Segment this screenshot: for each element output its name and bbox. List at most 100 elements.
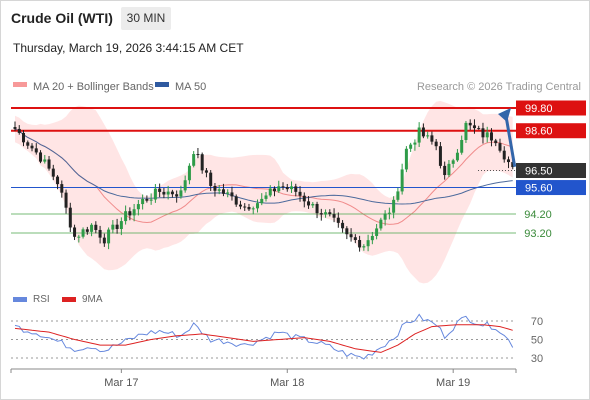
candle-body <box>332 214 336 218</box>
candle-body <box>277 186 281 192</box>
candle-body <box>234 196 238 205</box>
candle-body <box>383 213 387 220</box>
candle-body <box>90 224 94 232</box>
rsi-tick-70: 70 <box>531 316 543 328</box>
candle-body <box>196 154 200 156</box>
candle-body <box>60 184 64 193</box>
forecast-arrow-head <box>498 108 511 122</box>
candle-body <box>336 217 340 223</box>
ma50-legend-swatch <box>155 82 169 87</box>
candle-body <box>17 128 21 133</box>
candle-body <box>494 140 498 144</box>
candle-body <box>430 135 434 142</box>
candle-body <box>179 190 183 197</box>
candle-body <box>73 227 77 237</box>
candle-body <box>417 127 421 143</box>
candle-body <box>447 163 451 176</box>
ma20-legend-label: MA 20 + Bollinger Bands <box>33 81 154 93</box>
candle-body <box>153 188 157 200</box>
candle-body <box>192 154 196 166</box>
candle-body <box>26 142 30 146</box>
candle-body <box>438 146 442 166</box>
time-label-Mar-17: Mar 17 <box>104 377 138 389</box>
level-tag-99.80 <box>516 100 586 116</box>
candle-body <box>481 128 485 138</box>
candle-body <box>217 189 221 191</box>
time-label-Mar-19: Mar 19 <box>436 377 470 389</box>
candle-body <box>375 228 379 236</box>
instrument-title: Crude Oil (WTI) <box>11 10 113 26</box>
candle-body <box>204 170 208 173</box>
candle-body <box>413 142 417 145</box>
candle-body <box>426 135 430 137</box>
candle-body <box>145 199 149 201</box>
candle-body <box>162 191 166 195</box>
rsi-ma-legend-label: 9MA <box>82 294 103 305</box>
candle-body <box>387 212 391 214</box>
candle-body <box>221 189 225 194</box>
candle-body <box>119 221 123 229</box>
ma20-line <box>14 128 513 225</box>
candle-body <box>358 240 362 248</box>
time-label-Mar-18: Mar 18 <box>270 377 304 389</box>
candle-body <box>102 237 106 244</box>
level-label-94.20: 94.20 <box>524 209 552 221</box>
candle-body <box>115 224 119 229</box>
level-tag-98.60 <box>516 123 586 139</box>
candle-body <box>56 176 60 185</box>
candle-body <box>85 229 89 232</box>
candle-body <box>238 204 242 207</box>
candle-body <box>489 132 493 141</box>
level-tag-96.50 <box>516 163 586 178</box>
candle-body <box>434 141 438 147</box>
candle-body <box>392 199 396 213</box>
candle-body <box>128 211 132 216</box>
candle-body <box>362 246 366 248</box>
candle-body <box>290 186 294 190</box>
candle-body <box>30 145 34 149</box>
bollinger-bands <box>15 100 513 284</box>
candle-body <box>409 144 413 149</box>
candle-body <box>349 234 353 238</box>
candle-body <box>13 127 17 129</box>
candle-body <box>341 222 345 229</box>
candle-body <box>77 236 81 238</box>
candle-body <box>302 195 306 202</box>
candle-body <box>451 160 455 164</box>
rsi-legend-swatch <box>13 297 27 302</box>
ma20-legend-swatch <box>13 82 27 87</box>
candle-body <box>94 224 98 230</box>
rsi-panel: 70 50 30 <box>11 313 543 365</box>
rsi-ma-line <box>14 324 513 353</box>
candle-body <box>226 192 230 194</box>
candle-body <box>311 203 315 206</box>
timestamp: Thursday, March 19, 2026 3:44:15 AM CET <box>13 41 244 55</box>
candle-body <box>511 162 515 168</box>
candle-body <box>319 213 323 215</box>
candle-body <box>149 199 153 201</box>
rsi-line <box>14 313 514 360</box>
candle-body <box>111 224 115 230</box>
candle-body <box>243 206 247 208</box>
level-label-98.60: 98.60 <box>525 126 553 138</box>
candle-body <box>464 122 468 141</box>
candle-body <box>209 172 213 186</box>
candle-body <box>183 180 187 191</box>
candle-body <box>255 203 259 209</box>
candle-body <box>187 165 191 181</box>
candle-body <box>107 229 111 244</box>
candle-body <box>34 148 38 153</box>
timeframe-button[interactable]: 30 MIN <box>121 7 171 30</box>
candle-body <box>315 203 319 214</box>
candle-body <box>247 207 251 210</box>
candle-body <box>132 209 136 216</box>
candle-body <box>260 198 264 204</box>
forecast-arrow <box>504 115 517 167</box>
candle-body <box>443 165 447 176</box>
rsi-tick-30: 30 <box>531 353 543 365</box>
candle-body <box>64 192 68 208</box>
candle-body <box>141 199 145 205</box>
candle-body <box>307 201 311 206</box>
candle-body <box>124 211 128 222</box>
